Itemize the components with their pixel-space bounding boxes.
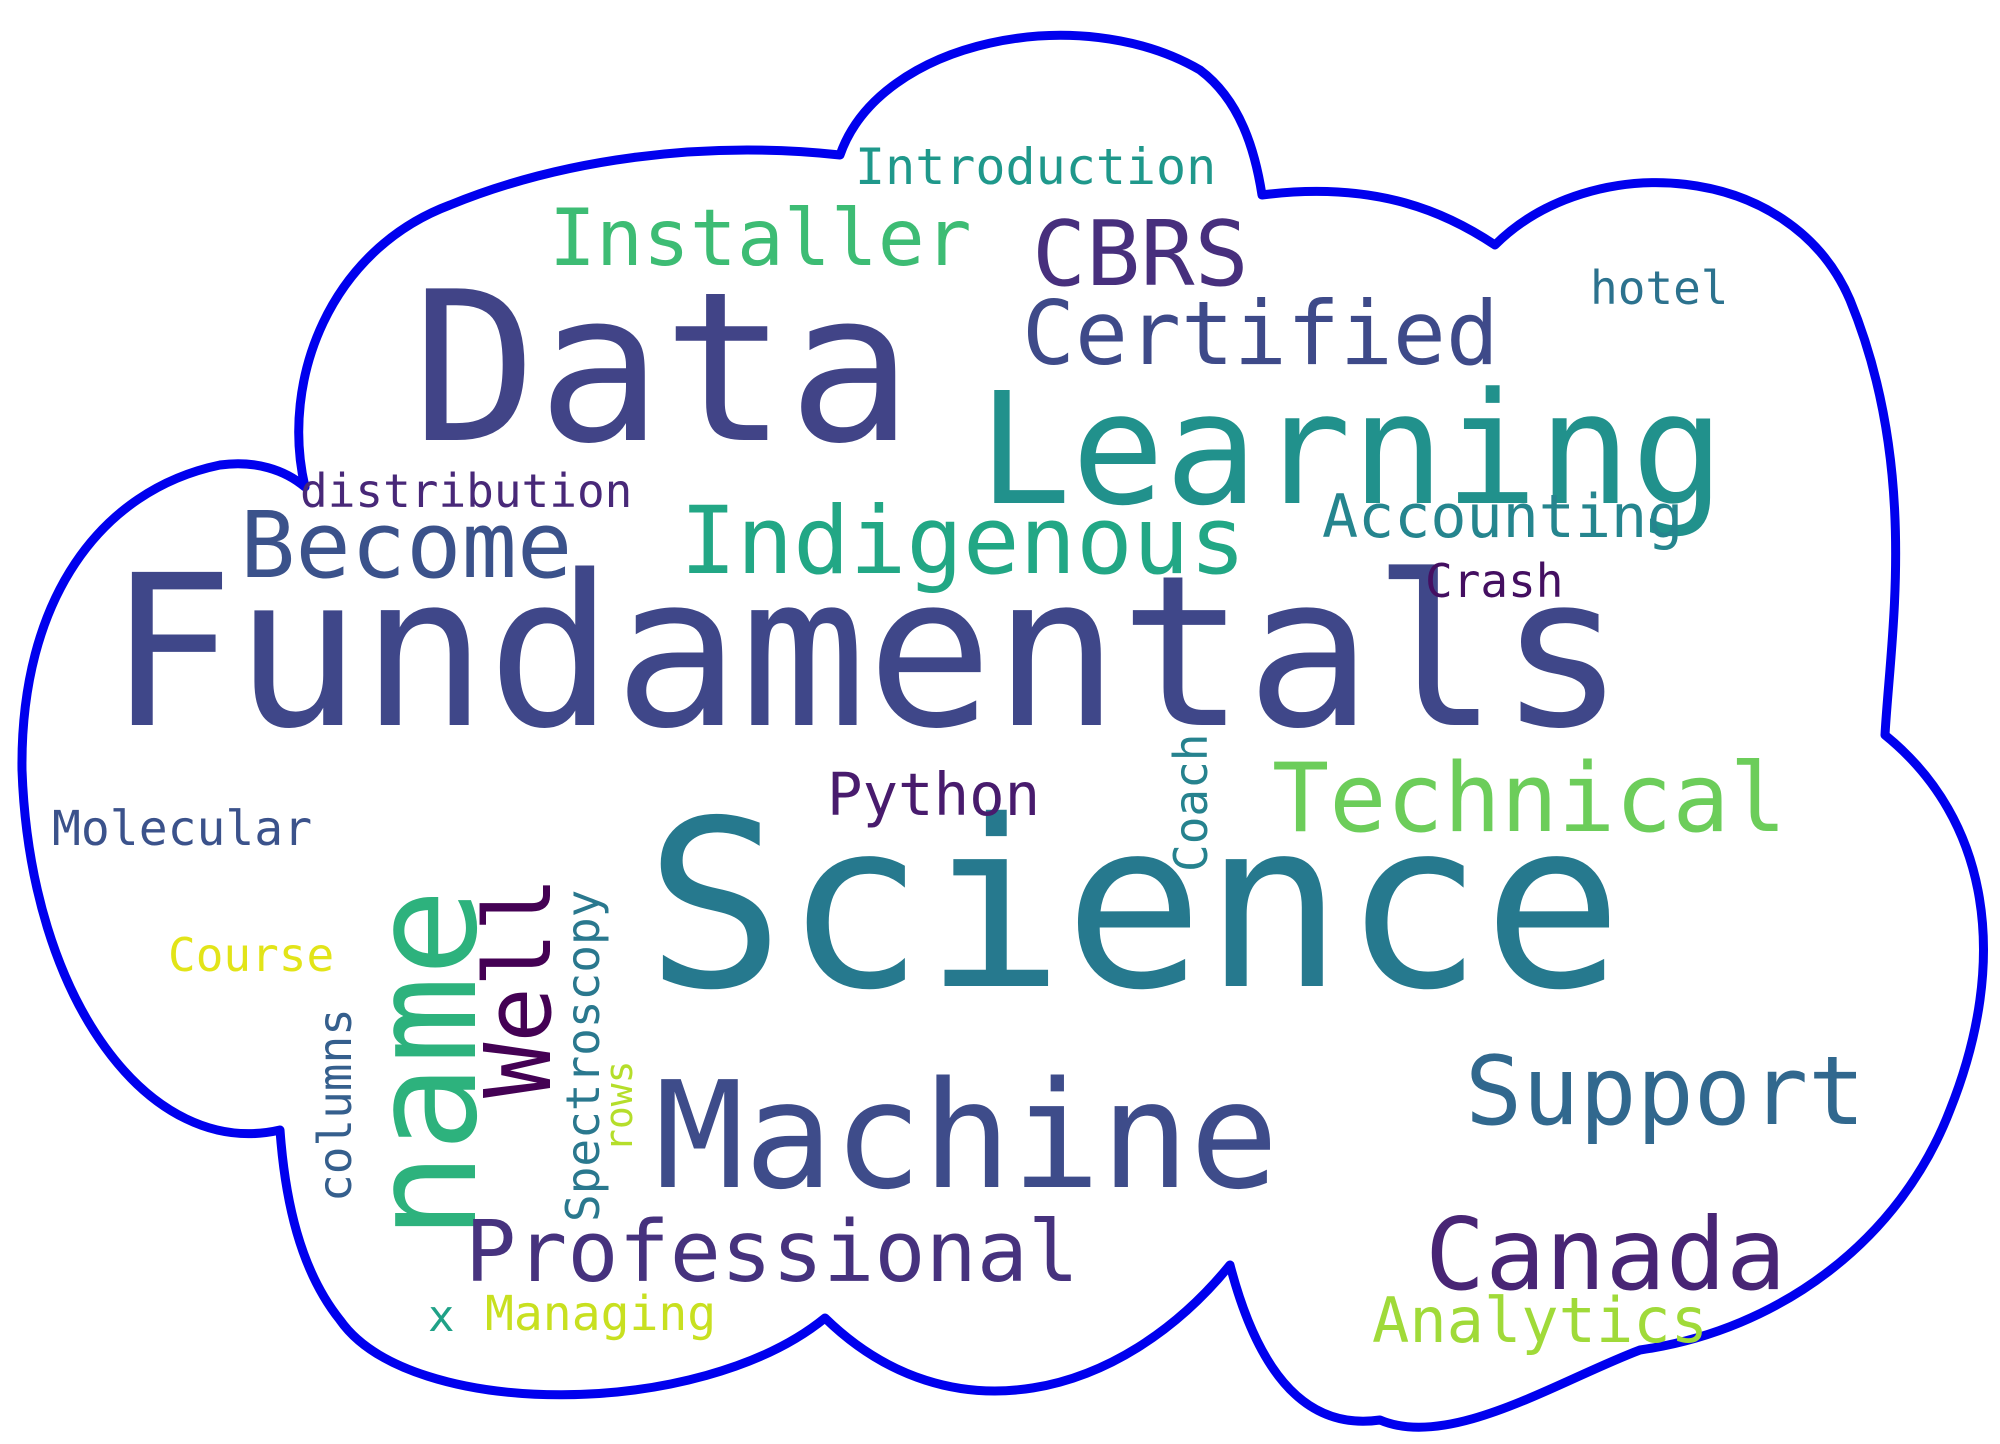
word-indigenous: Indigenous bbox=[680, 487, 1246, 596]
word-distribution: distribution bbox=[300, 464, 633, 518]
word-become: Become bbox=[240, 492, 573, 599]
word-installer: Installer bbox=[549, 194, 972, 284]
word-columns: columns bbox=[308, 1008, 362, 1202]
word-introduction: Introduction bbox=[855, 138, 1217, 196]
word-science: Science bbox=[645, 771, 1623, 1041]
word-python: Python bbox=[827, 760, 1041, 829]
word-x: x bbox=[428, 1291, 455, 1342]
word-course: Course bbox=[168, 928, 335, 982]
word-crash: Crash bbox=[1425, 554, 1564, 608]
word-certified: Certified bbox=[1022, 282, 1499, 385]
word-data: Data bbox=[412, 248, 913, 490]
word-well: Well bbox=[465, 876, 572, 1098]
word-analytics: Analytics bbox=[1372, 1284, 1708, 1357]
word-molecular: Molecular bbox=[52, 801, 313, 857]
word-canada: Canada bbox=[1425, 1196, 1787, 1313]
word-hotel: hotel bbox=[1590, 261, 1729, 315]
word-spectroscopy: Spectroscopy bbox=[556, 889, 610, 1222]
word-coach: Coach bbox=[1164, 733, 1218, 872]
word-machine: Machine bbox=[655, 1050, 1279, 1222]
cloud-outline bbox=[17, 30, 1988, 1432]
word-managing: Managing bbox=[485, 1286, 717, 1342]
word-professional: Professional bbox=[465, 1203, 1080, 1302]
word-fundamentals: Fundamentals bbox=[108, 530, 1626, 775]
word-rows: rows bbox=[597, 1060, 641, 1152]
word-technical: Technical bbox=[1272, 744, 1787, 854]
word-support: Support bbox=[1465, 1037, 1866, 1147]
word-accounting: Accounting bbox=[1322, 482, 1684, 552]
word-cbrs: CBRS bbox=[1032, 202, 1249, 307]
word-learning: Learning bbox=[978, 359, 1725, 540]
